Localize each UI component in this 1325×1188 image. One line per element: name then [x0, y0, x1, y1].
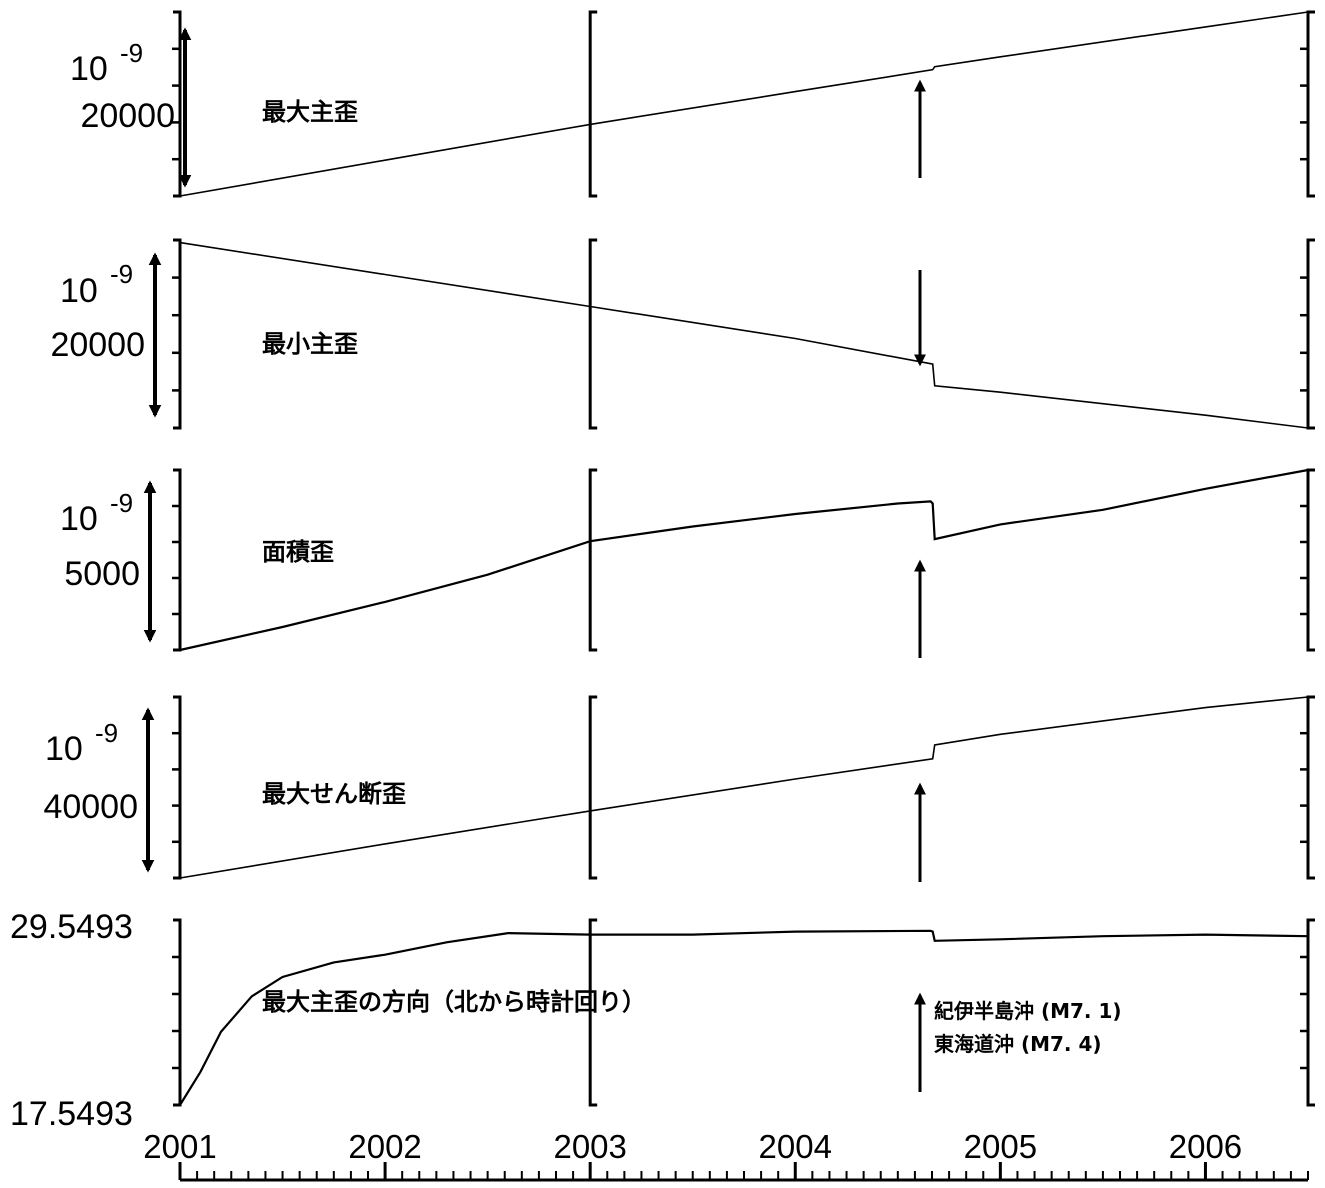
series-lines: [179, 11, 1309, 1106]
panel-1-frame-3: [1306, 10, 1315, 198]
panel-4-frame-3: [1306, 695, 1315, 880]
panel-1-frame-2: [588, 10, 598, 198]
panel-5-ymax-label: 29.5493: [10, 908, 133, 946]
event-label-1: 紀伊半島沖 (M7. 1): [934, 999, 1122, 1023]
panel-frames: [172, 10, 1315, 1107]
panel-4-scale-base: 10: [45, 730, 83, 768]
panel-2-scale-exponent: -9: [110, 259, 133, 289]
panel-4-series-line: [179, 696, 1309, 879]
panel-1-scale-exponent: -9: [120, 38, 143, 68]
panel-3-series-line: [179, 468, 1309, 652]
x-tick-label-2001: 2001: [143, 1128, 216, 1165]
panel-5-ymin-label: 17.5493: [10, 1095, 133, 1133]
panel-2-label: 最小主歪: [262, 330, 358, 358]
panel-2-scale-value: 20000: [50, 326, 145, 364]
panel-4-frame-2: [588, 695, 598, 880]
x-tick-label-2004: 2004: [759, 1128, 832, 1165]
panel-5-frame-1: [173, 918, 182, 1107]
panel-4-scale-value: 40000: [43, 788, 138, 826]
panel-3-frame-2: [588, 468, 598, 652]
event-label-2: 東海道沖 (M7. 4): [934, 1032, 1102, 1056]
panel-4-scale-exponent: -9: [95, 718, 118, 748]
panel-1-scale-base: 10: [70, 50, 108, 88]
panel-5-frame-2: [588, 918, 598, 1107]
panel-3-frame-3: [1306, 468, 1315, 652]
panel-3-frame-1: [173, 468, 182, 652]
panel-2-frame-2: [588, 238, 598, 430]
chart-text: -9 10 20000 最大主歪 -9 10 20000 最小主歪 -9 10 5000 面積歪 -9 1…: [10, 38, 1122, 1133]
event-arrows: [141, 27, 926, 1092]
panel-2-scale-base: 10: [60, 272, 98, 310]
panel-3-scale-value: 5000: [64, 555, 140, 593]
x-tick-label-2005: 2005: [964, 1128, 1037, 1165]
panel-1-scale-value: 20000: [80, 97, 175, 135]
x-tick-label-2002: 2002: [348, 1128, 421, 1165]
x-tick-label-2003: 2003: [553, 1128, 626, 1165]
panel-2-series-line: [179, 241, 1309, 429]
panel-4-frame-1: [173, 695, 182, 880]
x-axis: 2001 2002 2003 2004 2005 2006: [143, 1128, 1309, 1182]
panel-1-series-line: [179, 11, 1309, 197]
panel-5-series-line: [179, 929, 1309, 1106]
panel-4-label: 最大せん断歪: [262, 780, 406, 808]
panel-2-frame-3: [1306, 238, 1315, 430]
panel-3-scale-base: 10: [60, 500, 98, 538]
panel-5-frame-3: [1306, 918, 1315, 1107]
panel-1-label: 最大主歪: [262, 98, 358, 126]
x-tick-label-2006: 2006: [1169, 1128, 1242, 1165]
panel-3-scale-exponent: -9: [110, 488, 133, 518]
panel-2-frame-1: [173, 238, 182, 430]
panel-5-label: 最大主歪の方向（北から時計回り）: [262, 988, 646, 1016]
panel-3-label: 面積歪: [262, 538, 334, 566]
